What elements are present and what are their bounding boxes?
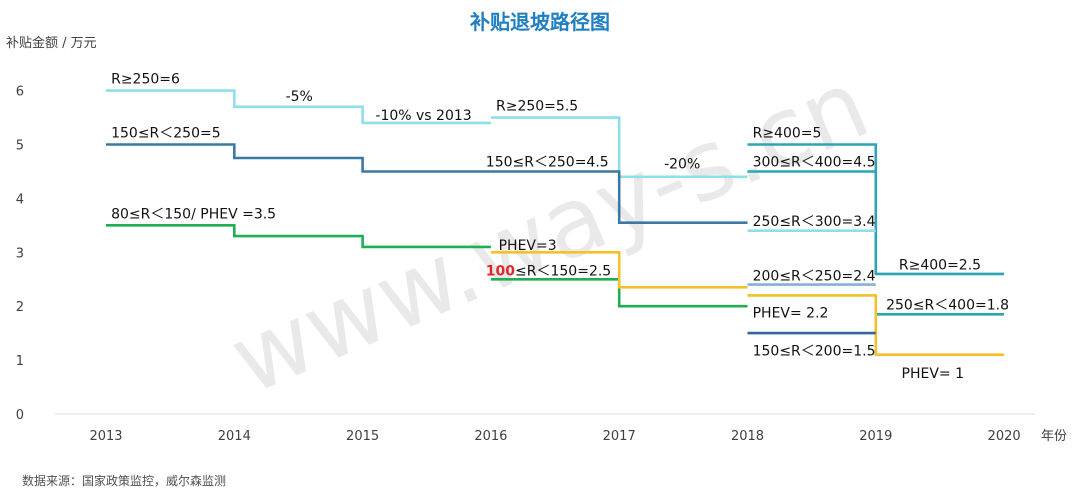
series-line-dark-blue (490, 170, 748, 224)
source-note: 数据来源：国家政策监控，威尔森监测 (22, 473, 226, 488)
x-tick-label: 2020 (988, 429, 1021, 444)
y-tick-label: 3 (16, 246, 24, 261)
x-tick-label: 2017 (603, 429, 636, 444)
x-tick-label: 2016 (474, 429, 507, 444)
x-tick-label: 2015 (346, 429, 379, 444)
chart-title: 补贴退坡路径图 (469, 10, 610, 34)
y-tick-labels: 0 1 2 3 4 5 6 (16, 85, 24, 423)
annotation-label: 300≤R＜400=4.5 (753, 155, 876, 171)
series-line-green (490, 277, 748, 308)
annotation-label: 250≤R＜300=3.4 (753, 214, 876, 230)
series-line-dark-blue (106, 143, 491, 173)
annotation-label: R≥250=5.5 (496, 99, 578, 115)
y-tick-label: 5 (16, 139, 24, 154)
x-tick-label: 2013 (89, 429, 122, 444)
y-tick-label: 1 (16, 354, 24, 369)
annotation-label: 150≤R＜250=4.5 (486, 155, 609, 171)
series-layer (106, 89, 1005, 357)
annotation-label: 200≤R＜250=2.4 (753, 269, 876, 285)
x-tick-label: 2019 (859, 429, 892, 444)
annotation-label: 150≤R＜250=5 (111, 126, 221, 142)
series-line-light-blue (490, 116, 748, 179)
series-line-light-blue (106, 89, 491, 125)
x-tick-label: 2018 (731, 429, 764, 444)
y-tick-label: 0 (16, 408, 24, 423)
annotation-label: PHEV=3 (499, 238, 557, 254)
annotation-label: R≥400=5 (753, 126, 822, 142)
annotation-label: 150≤R＜200=1.5 (753, 343, 876, 359)
series-line-teal (747, 143, 1005, 276)
annotation-highlight-number: 100 (486, 264, 515, 280)
annotation-highlight-rest: ≤R＜150=2.5 (515, 264, 611, 280)
annotation-layer: 100≤R＜150=2.5 R≥250=6 -5% -10% vs 2013 R≥25… (111, 72, 1009, 382)
annotation-label: R≥250=6 (111, 72, 180, 88)
annotation-100-r-150: 100≤R＜150=2.5 (486, 264, 611, 280)
annotation-label: -5% (286, 89, 313, 105)
x-tick-label: 2014 (218, 429, 251, 444)
annotation-label: 250≤R＜400=1.8 (886, 298, 1009, 314)
annotation-label: -10% vs 2013 (375, 108, 471, 124)
y-tick-label: 2 (16, 300, 24, 315)
y-tick-label: 6 (16, 85, 24, 100)
series-line-yellow (490, 251, 748, 289)
y-tick-label: 4 (16, 192, 24, 207)
x-tick-labels: 2013 2014 2015 2016 2017 2018 2019 2020 (89, 429, 1020, 444)
annotation-label: R≥400=2.5 (899, 258, 981, 274)
series-line-green (106, 224, 491, 249)
series-line-yellow (747, 294, 1005, 357)
annotation-label: 80≤R＜150/ PHEV =3.5 (111, 207, 276, 223)
y-axis-unit-label: 补贴金额 / 万元 (6, 35, 97, 51)
annotation-label: PHEV= 1 (902, 366, 964, 382)
x-axis-unit-label: 年份 (1041, 429, 1067, 444)
annotation-label: -20% (664, 156, 700, 172)
annotation-label: PHEV= 2.2 (753, 306, 829, 322)
